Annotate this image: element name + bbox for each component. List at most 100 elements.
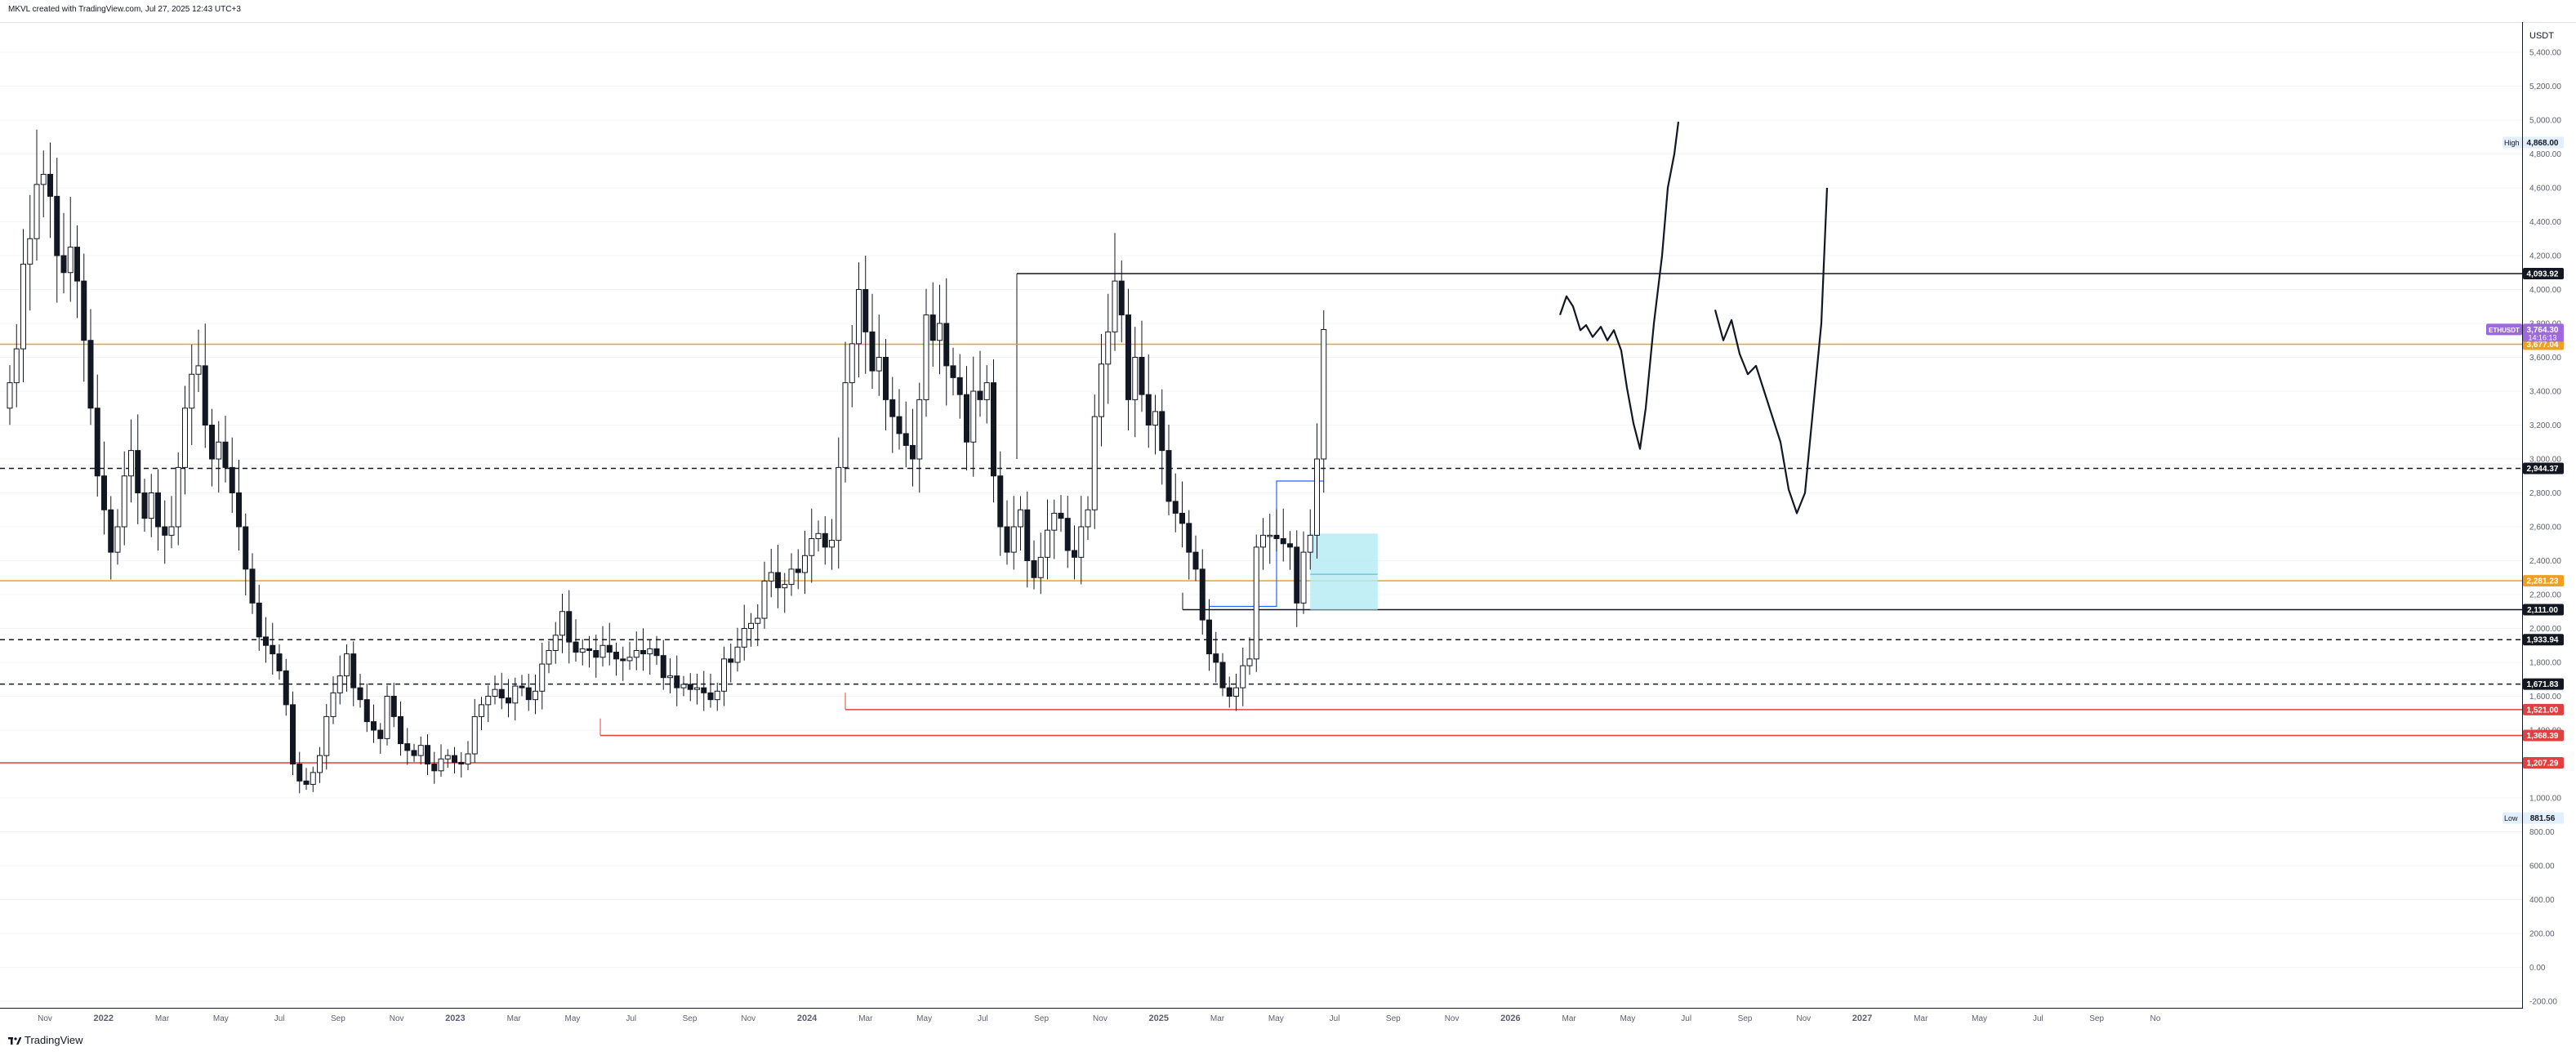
- candle[interactable]: [317, 755, 323, 773]
- candle[interactable]: [1260, 534, 1266, 548]
- candle[interactable]: [559, 611, 565, 636]
- candle[interactable]: [910, 444, 916, 460]
- candle[interactable]: [829, 540, 835, 548]
- candle[interactable]: [566, 611, 573, 643]
- candle[interactable]: [479, 704, 484, 717]
- candle[interactable]: [438, 758, 444, 772]
- candle[interactable]: [512, 685, 519, 704]
- candle[interactable]: [640, 649, 646, 655]
- candle[interactable]: [1132, 357, 1139, 400]
- candle[interactable]: [761, 580, 768, 619]
- candle[interactable]: [323, 715, 330, 756]
- candle[interactable]: [398, 715, 403, 745]
- candle[interactable]: [310, 772, 316, 785]
- candle[interactable]: [626, 657, 633, 662]
- candle[interactable]: [363, 699, 370, 723]
- candle[interactable]: [506, 697, 511, 704]
- candle[interactable]: [1186, 523, 1192, 553]
- candle[interactable]: [465, 753, 471, 764]
- candle[interactable]: [1321, 328, 1327, 460]
- candle[interactable]: [276, 653, 283, 671]
- candle[interactable]: [13, 348, 20, 384]
- candle[interactable]: [303, 780, 310, 785]
- candle[interactable]: [782, 584, 788, 589]
- candle[interactable]: [236, 492, 242, 528]
- candle[interactable]: [256, 602, 262, 638]
- candle[interactable]: [1307, 534, 1313, 553]
- candle[interactable]: [1085, 509, 1091, 528]
- candle[interactable]: [1206, 619, 1212, 655]
- candle[interactable]: [593, 649, 599, 658]
- candle[interactable]: [121, 475, 127, 528]
- candle[interactable]: [842, 382, 849, 468]
- candle[interactable]: [1045, 529, 1050, 558]
- candle[interactable]: [384, 696, 390, 739]
- candle[interactable]: [60, 255, 67, 274]
- candle[interactable]: [20, 263, 26, 350]
- candle[interactable]: [7, 382, 13, 409]
- candle[interactable]: [1219, 662, 1226, 688]
- candle[interactable]: [997, 475, 1004, 528]
- candle[interactable]: [411, 750, 417, 756]
- candle[interactable]: [836, 466, 842, 541]
- candle[interactable]: [1078, 526, 1085, 558]
- candle[interactable]: [533, 690, 538, 701]
- candle[interactable]: [222, 441, 229, 468]
- candle[interactable]: [977, 390, 983, 400]
- candle[interactable]: [728, 658, 734, 663]
- candle[interactable]: [290, 704, 296, 764]
- candle[interactable]: [902, 433, 909, 446]
- candle[interactable]: [1145, 394, 1152, 426]
- candle[interactable]: [991, 382, 996, 477]
- candle[interactable]: [721, 658, 727, 692]
- candle[interactable]: [33, 184, 40, 239]
- candle[interactable]: [788, 568, 795, 586]
- candle[interactable]: [1105, 331, 1112, 365]
- candle[interactable]: [849, 343, 855, 384]
- candle[interactable]: [498, 688, 505, 699]
- candle[interactable]: [822, 532, 828, 548]
- candle[interactable]: [94, 408, 100, 477]
- candle[interactable]: [108, 509, 114, 553]
- candle[interactable]: [856, 289, 862, 345]
- candle[interactable]: [54, 195, 60, 256]
- projection-path-2[interactable]: [1714, 187, 1829, 515]
- candle[interactable]: [519, 685, 525, 688]
- candle[interactable]: [983, 382, 990, 400]
- candle[interactable]: [916, 399, 923, 460]
- candle[interactable]: [1018, 509, 1023, 528]
- candle[interactable]: [336, 675, 343, 693]
- candle[interactable]: [1300, 551, 1307, 604]
- candle[interactable]: [680, 684, 687, 688]
- candle[interactable]: [425, 745, 430, 764]
- candle[interactable]: [923, 314, 929, 400]
- candle[interactable]: [633, 649, 640, 658]
- candle[interactable]: [1314, 458, 1320, 536]
- candle[interactable]: [452, 755, 457, 763]
- candle[interactable]: [1240, 665, 1246, 688]
- candle[interactable]: [1165, 450, 1172, 502]
- candle[interactable]: [734, 646, 741, 663]
- candle[interactable]: [81, 280, 87, 341]
- candle[interactable]: [216, 441, 222, 460]
- candle[interactable]: [263, 636, 269, 646]
- candle[interactable]: [350, 653, 357, 688]
- candle[interactable]: [283, 670, 289, 706]
- candle[interactable]: [694, 687, 700, 690]
- candle[interactable]: [114, 526, 121, 553]
- candle[interactable]: [162, 526, 168, 536]
- candle[interactable]: [525, 687, 532, 701]
- candle[interactable]: [330, 692, 336, 717]
- candle[interactable]: [929, 314, 936, 341]
- candle[interactable]: [1179, 512, 1185, 524]
- candle[interactable]: [417, 745, 424, 756]
- projection-path-1[interactable]: [1558, 121, 1680, 450]
- candle[interactable]: [270, 644, 276, 655]
- candle[interactable]: [492, 688, 498, 697]
- candle[interactable]: [189, 373, 195, 409]
- candle[interactable]: [869, 331, 876, 372]
- candle[interactable]: [1051, 512, 1058, 531]
- candle[interactable]: [1058, 512, 1064, 519]
- candle[interactable]: [40, 173, 47, 185]
- candle[interactable]: [27, 238, 33, 265]
